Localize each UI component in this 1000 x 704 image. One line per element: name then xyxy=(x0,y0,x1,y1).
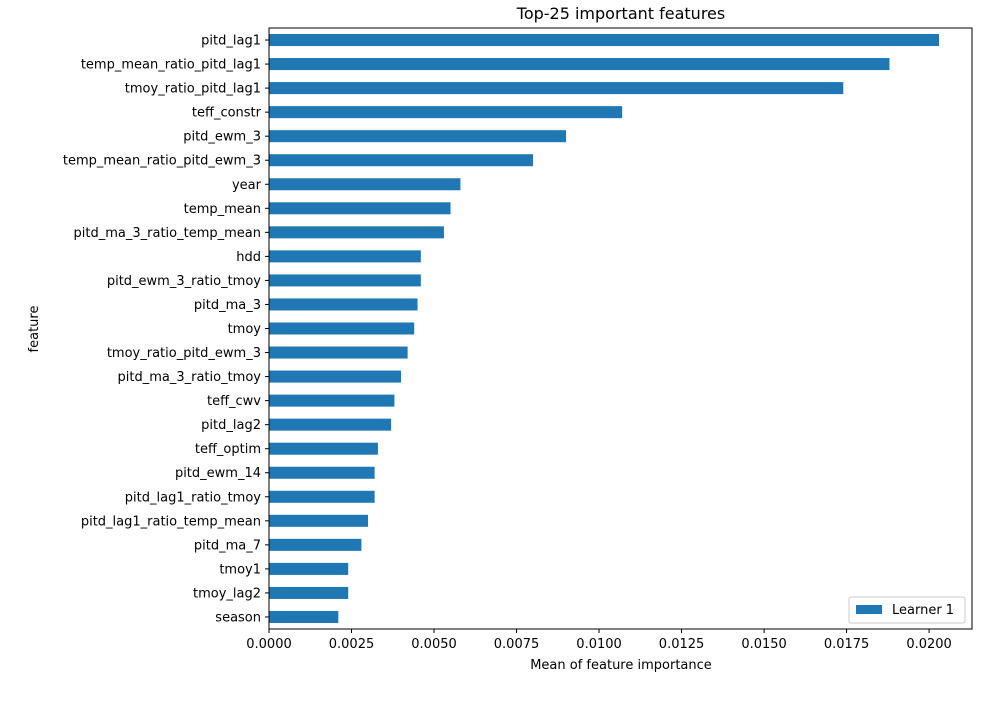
legend-swatch xyxy=(856,605,882,614)
x-tick-label: 0.0200 xyxy=(906,637,952,652)
y-tick-label: pitd_ma_7 xyxy=(194,538,261,553)
bar-temp_mean xyxy=(269,202,451,215)
bar-pitd_ewm_14 xyxy=(269,466,375,479)
y-tick-label: year xyxy=(232,178,262,193)
y-tick-label: tmoy1 xyxy=(219,562,261,577)
bar-tmoy_ratio_pitd_lag1 xyxy=(269,82,844,95)
bar-year xyxy=(269,178,461,191)
y-tick-label: pitd_lag1 xyxy=(201,34,261,49)
y-tick-label: teff_constr xyxy=(192,106,262,121)
bar-temp_mean_ratio_pitd_lag1 xyxy=(269,58,890,71)
x-tick-label: 0.0150 xyxy=(741,637,787,652)
x-axis-ticks: 0.0000 0.0025 0.0050 0.0075 0.0100 0.0125 0.01… xyxy=(246,629,952,652)
y-tick-label: pitd_ewm_14 xyxy=(175,466,261,481)
bar-pitd_lag1 xyxy=(269,34,939,47)
y-tick-label: pitd_lag1_ratio_temp_mean xyxy=(81,514,261,529)
legend: Learner 1 xyxy=(848,596,966,624)
bar-teff_constr xyxy=(269,106,623,119)
bar-teff_optim xyxy=(269,442,378,455)
bar-hdd xyxy=(269,250,421,263)
x-tick-label: 0.0000 xyxy=(246,637,292,652)
chart-title: Top-25 important features xyxy=(516,4,725,23)
x-axis-label: Mean of feature importance xyxy=(530,658,712,673)
y-axis-label: feature xyxy=(27,306,42,353)
y-tick-label: temp_mean_ratio_pitd_lag1 xyxy=(81,58,261,73)
y-tick-label: tmoy xyxy=(228,322,262,337)
y-tick-label: pitd_ma_3_ratio_temp_mean xyxy=(74,226,261,241)
plot-frame xyxy=(268,27,973,630)
y-tick-label: pitd_ewm_3_ratio_tmoy xyxy=(107,274,261,289)
x-tick-label: 0.0050 xyxy=(411,637,457,652)
legend-box xyxy=(848,596,966,624)
y-tick-label: tmoy_ratio_pitd_lag1 xyxy=(125,82,261,97)
y-tick-label: temp_mean xyxy=(184,202,261,217)
y-tick-label: pitd_ma_3 xyxy=(194,298,261,313)
y-tick-label: hdd xyxy=(236,250,261,265)
bar-pitd_lag1_ratio_tmoy xyxy=(269,490,375,503)
y-tick-label: pitd_lag1_ratio_tmoy xyxy=(125,490,262,505)
bar-teff_cwv xyxy=(269,394,395,407)
bar-pitd_ma_3_ratio_tmoy xyxy=(269,370,402,383)
y-tick-label: tmoy_ratio_pitd_ewm_3 xyxy=(107,346,261,361)
y-tick-label: teff_cwv xyxy=(207,394,261,409)
bar-tmoy1 xyxy=(269,562,349,575)
bar-tmoy_ratio_pitd_ewm_3 xyxy=(269,346,408,359)
bar-temp_mean_ratio_pitd_ewm_3 xyxy=(269,154,534,167)
x-tick-label: 0.0025 xyxy=(329,637,375,652)
x-tick-label: 0.0075 xyxy=(494,637,540,652)
bar-pitd_ewm_3 xyxy=(269,130,567,143)
y-tick-label: pitd_ma_3_ratio_tmoy xyxy=(118,370,262,385)
y-tick-label: temp_mean_ratio_pitd_ewm_3 xyxy=(63,154,261,169)
bars-group xyxy=(269,34,939,623)
x-tick-label: 0.0100 xyxy=(576,637,622,652)
bar-pitd_ma_7 xyxy=(269,538,362,551)
bar-pitd_ma_3 xyxy=(269,298,418,311)
y-tick-label: pitd_lag2 xyxy=(201,418,261,433)
x-tick-label: 0.0125 xyxy=(659,637,705,652)
bar-season xyxy=(269,610,339,623)
bar-tmoy xyxy=(269,322,415,335)
bar-pitd_ewm_3_ratio_tmoy xyxy=(269,274,421,287)
bar-pitd_lag2 xyxy=(269,418,392,431)
y-tick-label: teff_optim xyxy=(195,442,261,457)
y-axis-ticks: pitd_lag1 temp_mean_ratio_pitd_lag1 tmoy_r… xyxy=(63,34,269,625)
y-tick-label: pitd_ewm_3 xyxy=(183,130,261,145)
y-tick-label: season xyxy=(215,610,261,625)
bar-pitd_lag1_ratio_temp_mean xyxy=(269,514,369,527)
legend-label: Learner 1 xyxy=(892,603,954,618)
bar-tmoy_lag2 xyxy=(269,586,349,599)
x-tick-label: 0.0175 xyxy=(824,637,870,652)
bar-pitd_ma_3_ratio_temp_mean xyxy=(269,226,444,239)
y-tick-label: tmoy_lag2 xyxy=(193,586,261,601)
